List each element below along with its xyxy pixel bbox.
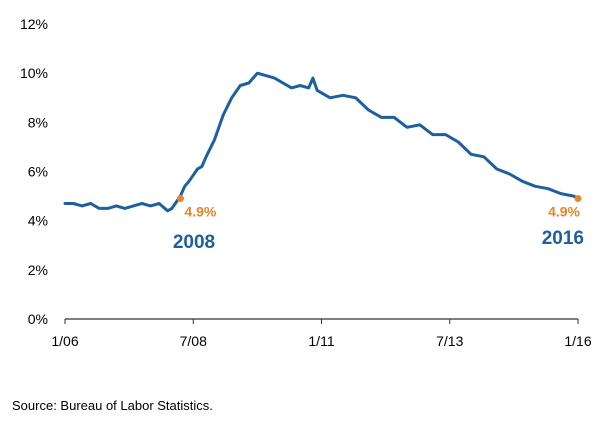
- callout-value-label: 4.9%: [548, 204, 580, 220]
- y-axis-ticks: 0% 2% 4% 6% 8% 10% 12%: [20, 16, 48, 327]
- x-tick-label: 1/16: [564, 333, 591, 349]
- callout-annotations: 4.9% 2008 4.9% 2016: [173, 195, 584, 253]
- y-tick-label: 8%: [28, 114, 48, 130]
- y-tick-label: 10%: [20, 65, 48, 81]
- x-tick-label: 7/08: [180, 333, 207, 349]
- unemployment-line-chart: 0% 2% 4% 6% 8% 10% 12% 1/06 7/08 1/11 7/13 1/16 4.…: [20, 16, 592, 349]
- y-tick-label: 2%: [28, 262, 48, 278]
- x-axis-ticks: 1/06 7/08 1/11 7/13 1/16: [51, 319, 592, 349]
- source-note: Source: Bureau of Labor Statistics.: [12, 398, 213, 413]
- callout-year-label: 2008: [173, 232, 215, 253]
- callout-year-label: 2016: [542, 228, 584, 249]
- x-tick-label: 7/13: [436, 333, 463, 349]
- highlight-point: [176, 195, 184, 203]
- unemployment-rate-line: [63, 71, 580, 213]
- x-tick-label: 1/11: [308, 333, 334, 349]
- highlight-point: [574, 195, 582, 203]
- y-tick-label: 0%: [28, 311, 48, 327]
- y-tick-label: 6%: [28, 164, 48, 180]
- x-tick-label: 1/06: [51, 333, 78, 349]
- y-tick-label: 12%: [20, 16, 48, 32]
- callout-value-label: 4.9%: [184, 204, 216, 220]
- y-tick-label: 4%: [28, 213, 48, 229]
